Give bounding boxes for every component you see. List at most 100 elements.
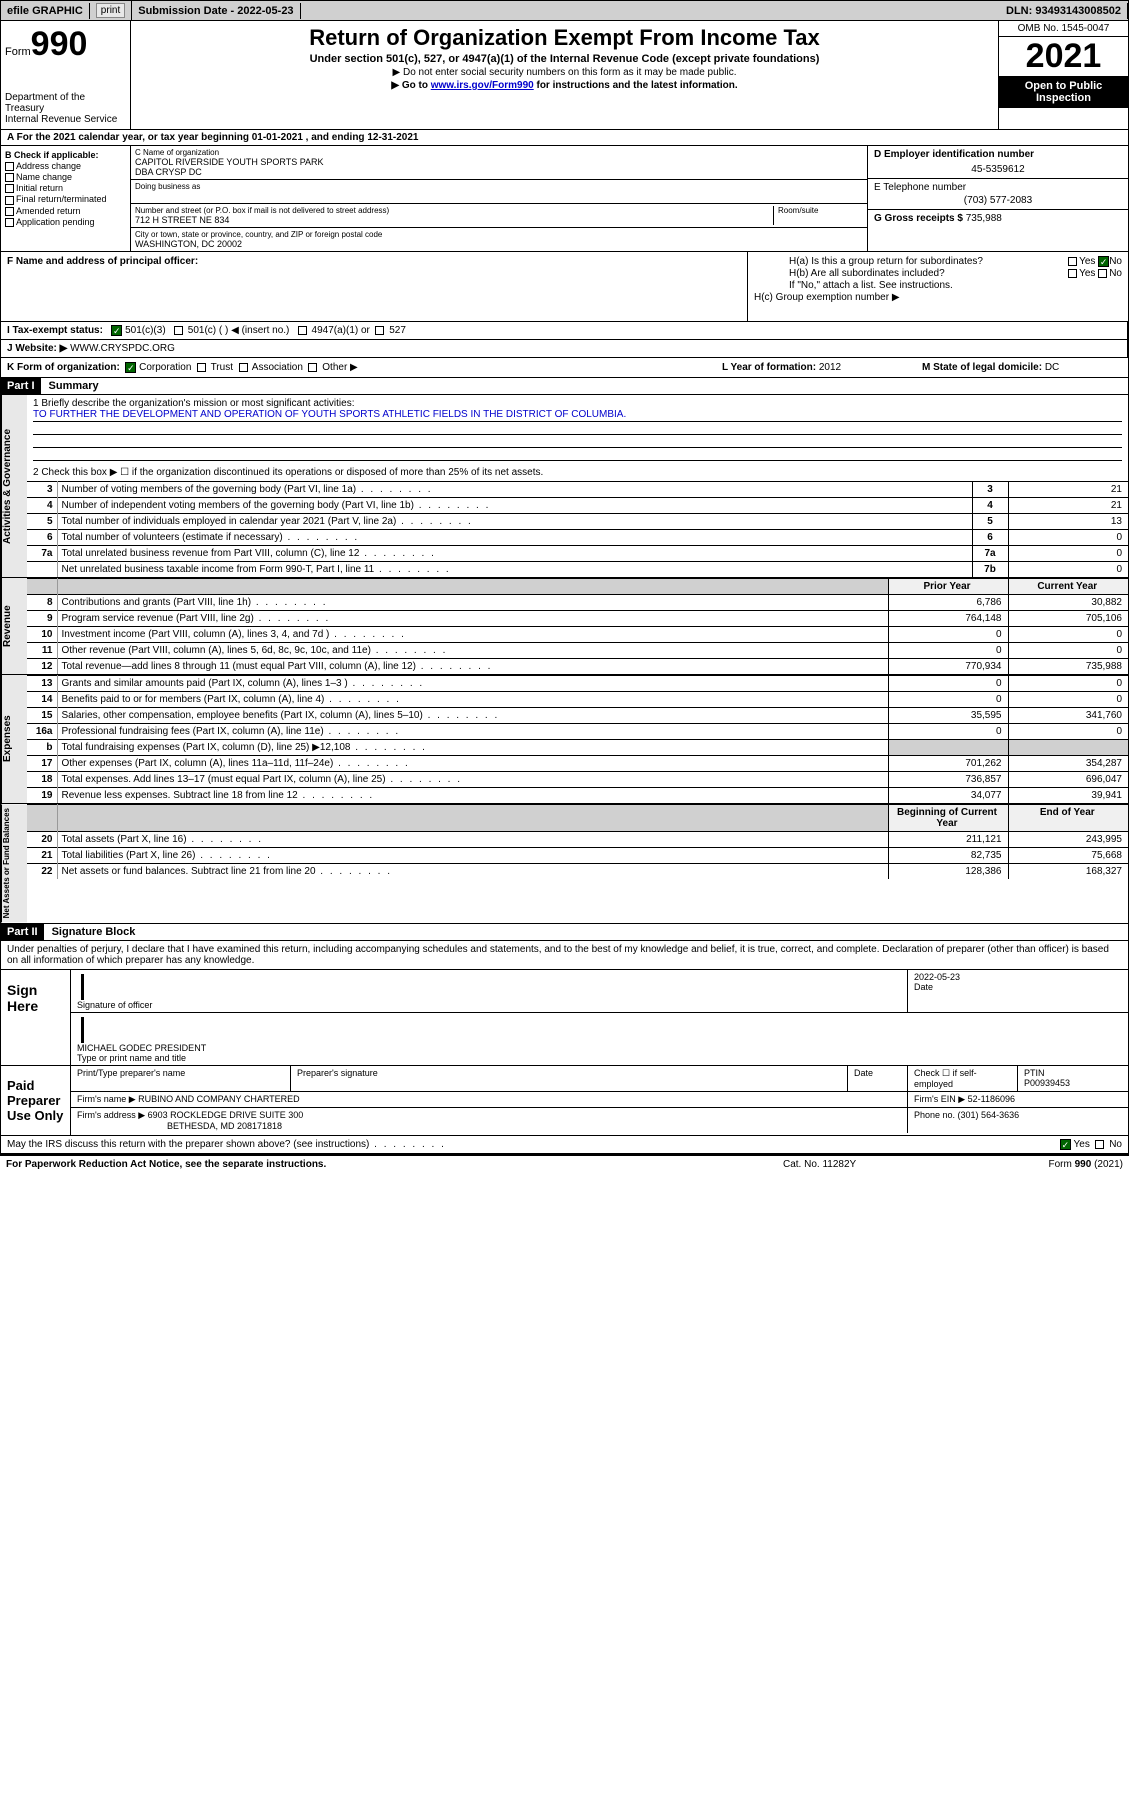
row-num: 9 (27, 611, 57, 627)
c-name-cap: C Name of organization (135, 148, 863, 157)
hb-yes[interactable] (1068, 269, 1077, 278)
discuss-row: May the IRS discuss this return with the… (1, 1135, 1128, 1153)
row-num: 4 (27, 498, 57, 514)
row-desc: Revenue less expenses. Subtract line 18 … (57, 788, 888, 804)
q2-label: 2 Check this box ▶ ☐ if the organization… (33, 467, 1122, 478)
row-desc: Grants and similar amounts paid (Part IX… (57, 676, 888, 692)
ha-no[interactable]: ✓ (1098, 256, 1109, 267)
row-num: 19 (27, 788, 57, 804)
row-num: 17 (27, 756, 57, 772)
firm-ein: 52-1186096 (968, 1094, 1015, 1104)
dln: DLN: 93493143008502 (1000, 3, 1128, 19)
row-klm: K Form of organization: ✓ Corporation Tr… (0, 358, 1129, 378)
chk-501c3[interactable]: ✓ (111, 325, 122, 336)
row-prior: 0 (888, 643, 1008, 659)
row-desc: Total fundraising expenses (Part IX, col… (57, 740, 888, 756)
ha-yes[interactable] (1068, 257, 1077, 266)
row-curr: 39,941 (1008, 788, 1128, 804)
row-num: 5 (27, 514, 57, 530)
row-curr: 0 (1008, 724, 1128, 740)
header-right: OMB No. 1545-0047 2021 Open to Public In… (998, 21, 1128, 129)
row-val: 0 (1008, 546, 1128, 562)
officer-name-cap: Type or print name and title (77, 1053, 186, 1063)
table-netassets: Beginning of Current Year End of Year20 … (27, 804, 1128, 879)
row-desc: Net assets or fund balances. Subtract li… (57, 864, 888, 880)
table-expenses: 13 Grants and similar amounts paid (Part… (27, 675, 1128, 803)
row-prior: 82,735 (888, 848, 1008, 864)
hb-no[interactable] (1098, 269, 1107, 278)
row-desc: Benefits paid to or for members (Part IX… (57, 692, 888, 708)
phone-label: E Telephone number (874, 182, 1122, 193)
row-curr: 0 (1008, 643, 1128, 659)
hb-label: H(b) Are all subordinates included? (789, 268, 1068, 279)
mission-text: TO FURTHER THE DEVELOPMENT AND OPERATION… (33, 409, 1122, 422)
vlabel-expenses: Expenses (1, 675, 27, 803)
chk-initial-return[interactable] (5, 184, 14, 193)
org-address: 712 H STREET NE 834 (135, 215, 773, 225)
i-label: I Tax-exempt status: (7, 325, 103, 336)
row-curr: 168,327 (1008, 864, 1128, 880)
form-header: Form990 Department of the Treasury Inter… (0, 21, 1129, 130)
row-desc: Number of voting members of the governin… (57, 482, 972, 498)
prep-date-cap: Date (854, 1068, 873, 1078)
row-desc: Other revenue (Part VIII, column (A), li… (57, 643, 888, 659)
b-label: B Check if applicable: (5, 150, 126, 160)
chk-amended[interactable] (5, 207, 14, 216)
row-j: J Website: ▶ WWW.CRYSPDC.ORG (0, 340, 1129, 358)
chk-app-pending[interactable] (5, 218, 14, 227)
table-governance: 3 Number of voting members of the govern… (27, 481, 1128, 577)
row-box: 5 (972, 514, 1008, 530)
row-prior: 6,786 (888, 595, 1008, 611)
paid-preparer-label: Paid Preparer Use Only (1, 1066, 71, 1135)
row-prior: 128,386 (888, 864, 1008, 880)
chk-trust[interactable] (197, 363, 206, 372)
section-netassets: Net Assets or Fund Balances Beginning of… (0, 803, 1129, 923)
part2-header: Part II Signature Block (0, 924, 1129, 941)
firm-ein-lbl: Firm's EIN ▶ (914, 1094, 968, 1104)
col-b-checkboxes: B Check if applicable: Address change Na… (1, 146, 131, 251)
gross-value: 735,988 (966, 213, 1002, 224)
officer-name: MICHAEL GODEC PRESIDENT (77, 1043, 1122, 1053)
chk-assoc[interactable] (239, 363, 248, 372)
discuss-no[interactable] (1095, 1140, 1104, 1149)
firm-addr2: BETHESDA, MD 208171818 (167, 1121, 282, 1131)
col-f: F Name and address of principal officer: (1, 252, 748, 321)
chk-527[interactable] (375, 326, 384, 335)
col-h: H(a) Is this a group return for subordin… (748, 252, 1128, 321)
chk-corp[interactable]: ✓ (125, 362, 136, 373)
part2-badge: Part II (1, 924, 44, 940)
mission-block: 1 Briefly describe the organization's mi… (27, 395, 1128, 481)
row-num: 20 (27, 832, 57, 848)
chk-other[interactable] (308, 363, 317, 372)
firm-addr-lbl: Firm's address ▶ (77, 1110, 148, 1120)
part1-title: Summary (41, 380, 99, 392)
chk-name-change[interactable] (5, 173, 14, 182)
row-prior: 34,077 (888, 788, 1008, 804)
f-label: F Name and address of principal officer: (7, 256, 198, 267)
sig-officer-cap: Signature of officer (77, 1000, 152, 1010)
dept-label: Department of the Treasury (5, 92, 126, 114)
ha-label: H(a) Is this a group return for subordin… (789, 256, 1068, 267)
chk-final-return[interactable] (5, 196, 14, 205)
row-prior: 770,934 (888, 659, 1008, 675)
firm-phone-lbl: Phone no. (914, 1110, 958, 1120)
note-ssn: ▶ Do not enter social security numbers o… (141, 67, 988, 78)
irs-link[interactable]: www.irs.gov/Form990 (431, 80, 534, 91)
firm-name-lbl: Firm's name ▶ (77, 1094, 138, 1104)
row-desc: Professional fundraising fees (Part IX, … (57, 724, 888, 740)
chk-address-change[interactable] (5, 162, 14, 171)
top-bar: efile GRAPHIC print Submission Date - 20… (0, 0, 1129, 21)
row-num: 22 (27, 864, 57, 880)
addr-cap: Number and street (or P.O. box if mail i… (135, 206, 773, 215)
part2-title: Signature Block (44, 926, 136, 938)
signature-block: Under penalties of perjury, I declare th… (0, 941, 1129, 1154)
row-desc: Net unrelated business taxable income fr… (57, 562, 972, 578)
print-button[interactable]: print (96, 3, 125, 18)
row-val: 21 (1008, 498, 1128, 514)
chk-501c[interactable] (174, 326, 183, 335)
row-prior: 0 (888, 676, 1008, 692)
chk-4947[interactable] (298, 326, 307, 335)
k-label: K Form of organization: (7, 362, 120, 373)
discuss-yes[interactable]: ✓ (1060, 1139, 1071, 1150)
row-i: I Tax-exempt status: ✓ 501(c)(3) 501(c) … (0, 322, 1129, 340)
